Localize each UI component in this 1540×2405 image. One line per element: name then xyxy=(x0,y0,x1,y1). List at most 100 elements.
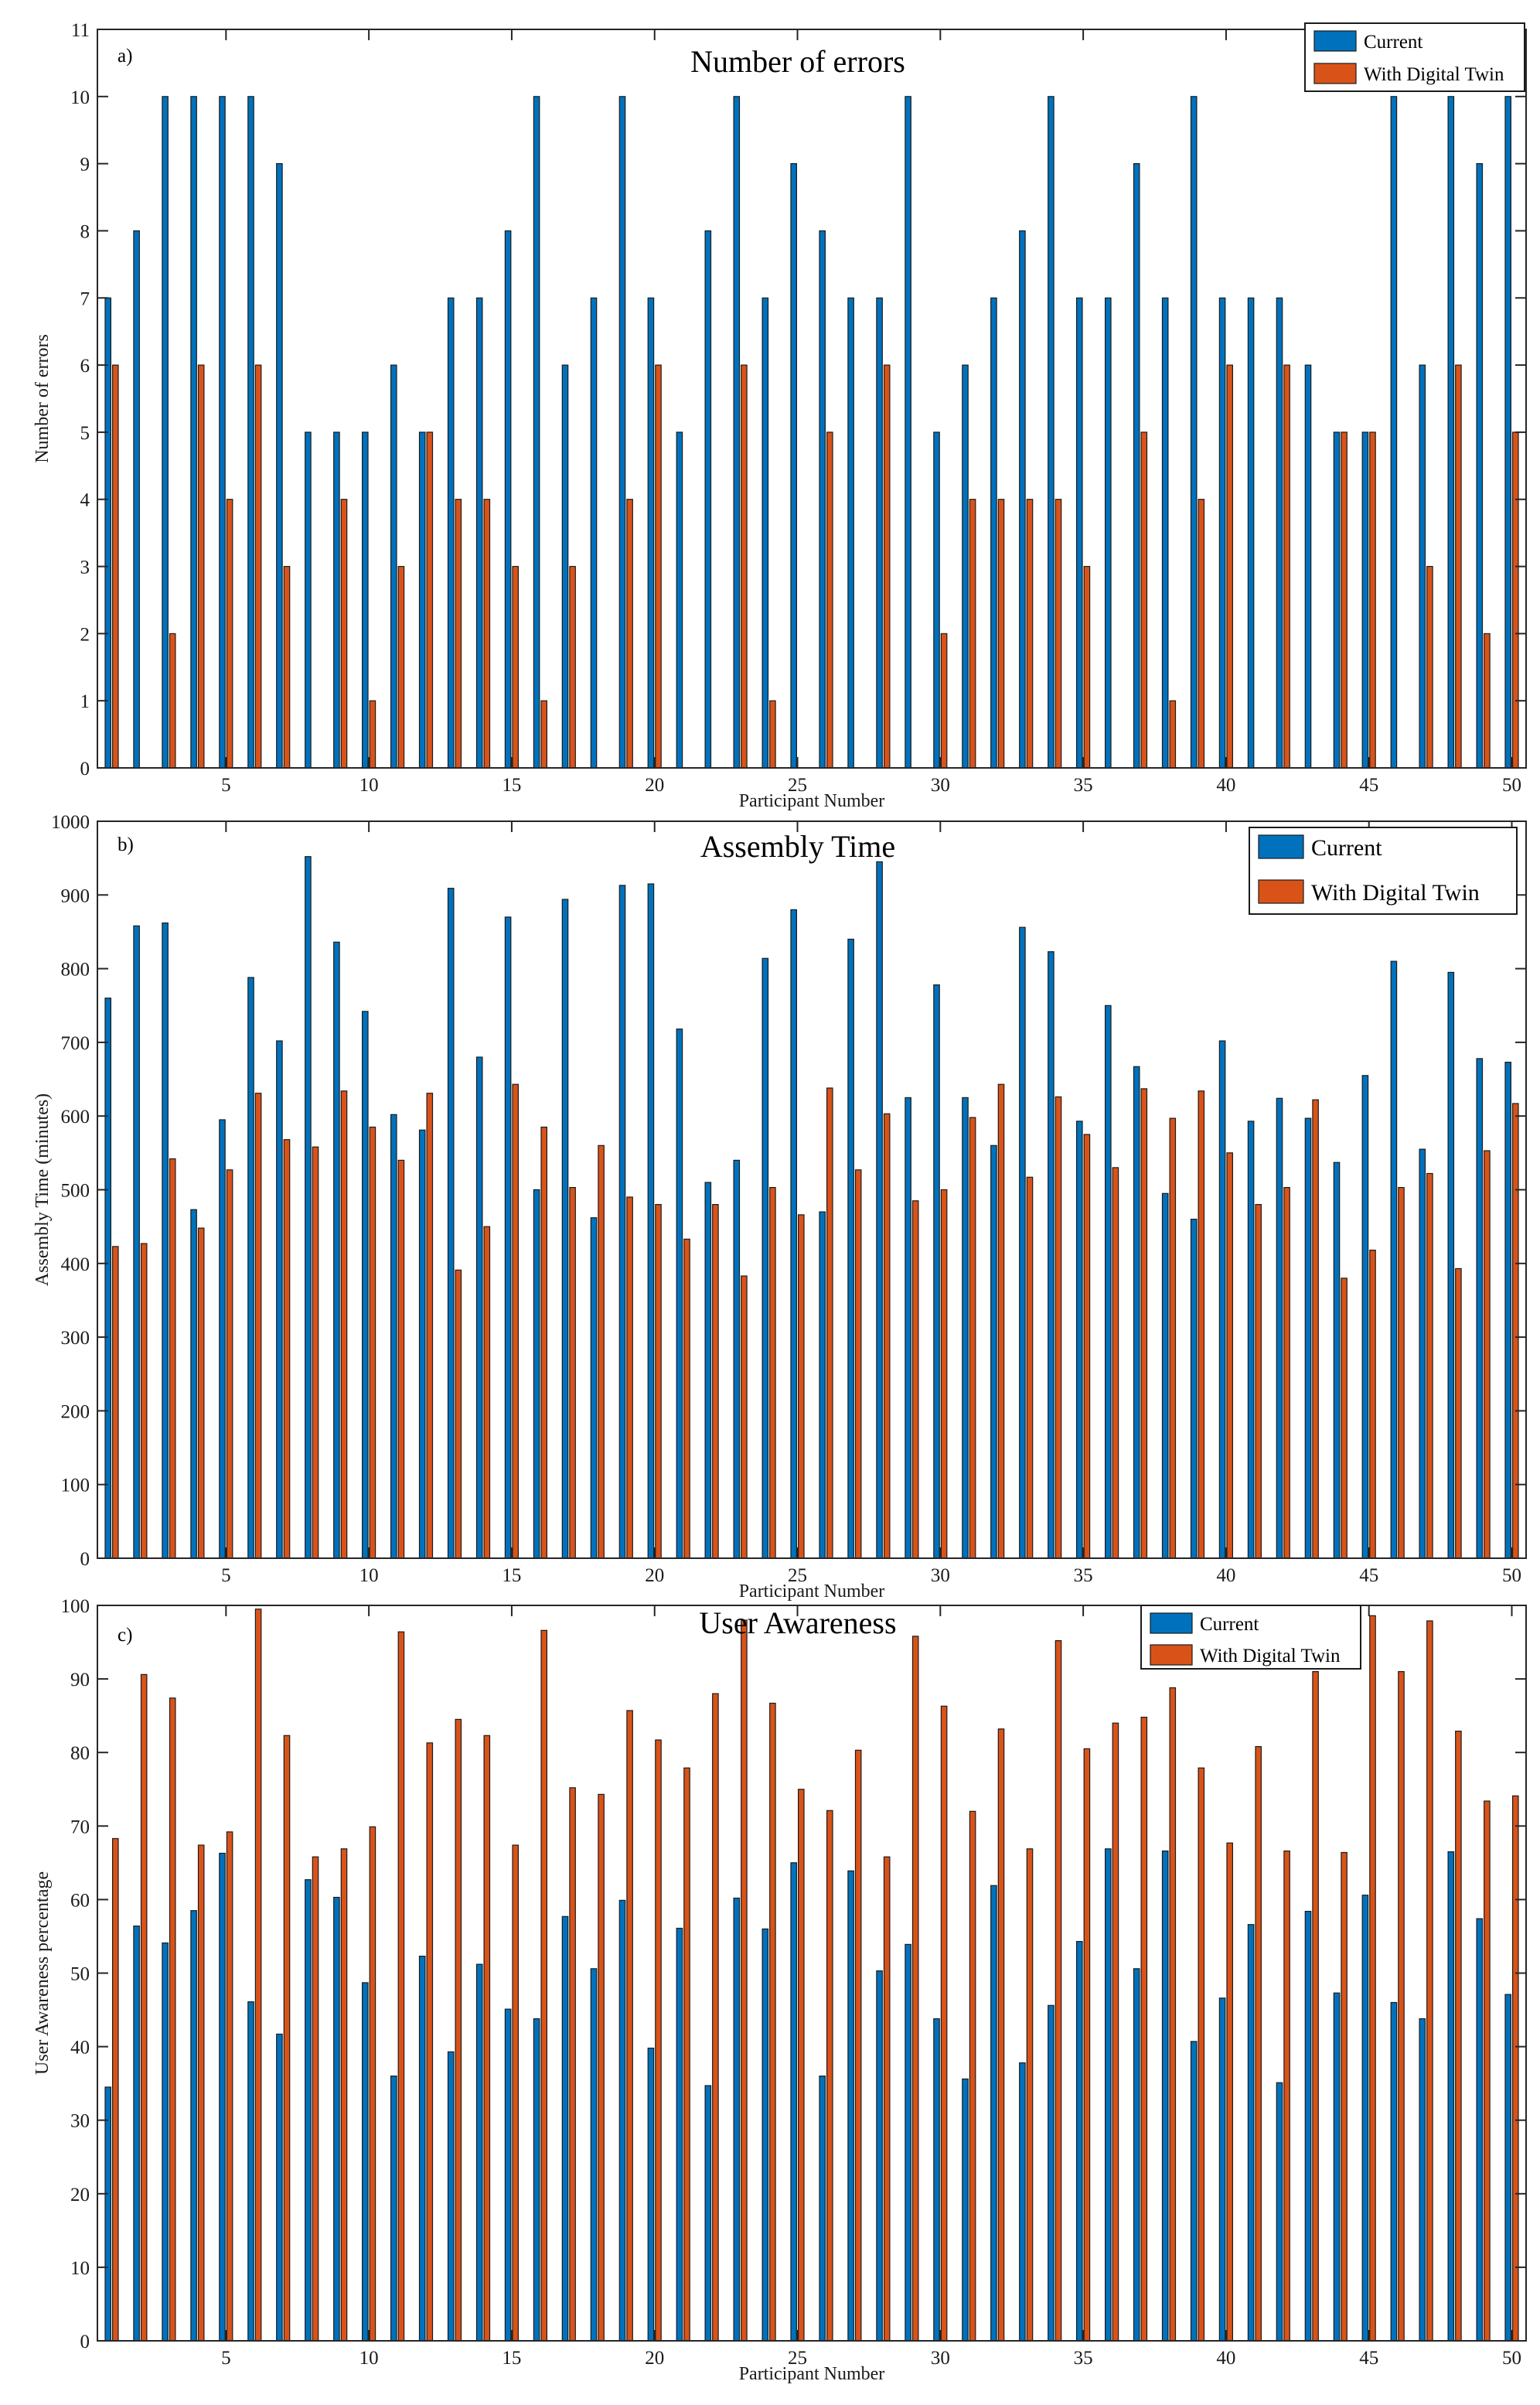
bar-digital-twin-30 xyxy=(940,633,948,769)
y-tick-label: 2 xyxy=(80,624,90,645)
bar-current-29 xyxy=(905,96,911,769)
bar-current-37 xyxy=(1133,163,1140,769)
bar-digital-twin-6 xyxy=(254,364,262,769)
bar-digital-twin-10 xyxy=(369,700,376,769)
bar-current-34 xyxy=(1048,951,1054,1559)
bar-digital-twin-13 xyxy=(455,1718,462,2342)
bar-current-13 xyxy=(447,2051,455,2342)
bar-digital-twin-47 xyxy=(1426,565,1433,769)
bar-current-49 xyxy=(1476,1058,1484,1559)
bar-current-15 xyxy=(504,230,512,769)
x-tick-label: 20 xyxy=(645,775,664,796)
bar-current-24 xyxy=(761,957,769,1559)
bar-digital-twin-47 xyxy=(1426,1620,1433,2342)
bar-digital-twin-36 xyxy=(1112,1722,1119,2342)
bar-digital-twin-40 xyxy=(1226,1152,1234,1559)
bar-digital-twin-2 xyxy=(140,1673,148,2342)
bar-digital-twin-24 xyxy=(769,1702,776,2342)
bar-current-19 xyxy=(618,96,626,769)
y-tick-label: 8 xyxy=(80,221,90,242)
bar-current-38 xyxy=(1161,1192,1169,1559)
bar-digital-twin-41 xyxy=(1255,1203,1262,1559)
bar-current-6 xyxy=(247,2001,254,2342)
bar-digital-twin-6 xyxy=(254,1608,262,2342)
bar-current-7 xyxy=(276,2033,283,2342)
bar-digital-twin-12 xyxy=(426,1742,434,2342)
bar-digital-twin-20 xyxy=(655,364,662,769)
bar-current-31 xyxy=(962,2078,969,2342)
bar-digital-twin-3 xyxy=(169,1158,176,1559)
bar-current-4 xyxy=(190,1910,197,2342)
bar-current-29 xyxy=(905,1097,911,1559)
bar-current-8 xyxy=(305,1879,312,2342)
bar-current-18 xyxy=(590,1968,598,2342)
bar-current-15 xyxy=(504,2008,512,2342)
bar-digital-twin-38 xyxy=(1169,1687,1177,2342)
bar-digital-twin-29 xyxy=(911,1636,919,2342)
bar-current-12 xyxy=(418,432,426,769)
bar-current-42 xyxy=(1276,1097,1283,1559)
legend: Current With Digital Twin xyxy=(1304,22,1525,92)
y-tick-label: 5 xyxy=(80,423,90,444)
bar-current-39 xyxy=(1190,96,1198,769)
bar-digital-twin-8 xyxy=(312,1856,319,2342)
bar-digital-twin-46 xyxy=(1398,1671,1405,2342)
legend-swatch-digital-twin xyxy=(1258,879,1304,904)
bar-digital-twin-18 xyxy=(598,1793,605,2342)
x-axis-label: Participant Number xyxy=(739,2364,885,2384)
x-tick-label: 15 xyxy=(502,775,521,796)
bar-digital-twin-7 xyxy=(283,1139,291,1559)
bar-current-23 xyxy=(733,1897,741,2342)
legend-label-current: Current xyxy=(1311,835,1382,861)
bar-digital-twin-42 xyxy=(1283,1851,1290,2342)
bar-current-49 xyxy=(1476,163,1484,769)
bar-digital-twin-24 xyxy=(769,1186,776,1559)
bar-current-31 xyxy=(962,364,969,769)
bar-current-1 xyxy=(104,998,112,1559)
bar-digital-twin-32 xyxy=(997,1728,1005,2342)
bar-current-47 xyxy=(1419,364,1426,769)
bar-digital-twin-9 xyxy=(340,1090,348,1559)
x-tick-label: 40 xyxy=(1216,2348,1235,2369)
y-axis-label: Assembly Time (minutes) xyxy=(32,1093,53,1286)
bar-current-2 xyxy=(133,230,140,769)
bar-digital-twin-25 xyxy=(797,1214,805,1559)
y-tick-label: 900 xyxy=(61,885,90,906)
bar-digital-twin-31 xyxy=(969,499,976,769)
bar-current-43 xyxy=(1304,364,1312,769)
bar-current-19 xyxy=(618,1899,626,2342)
x-tick-label: 50 xyxy=(1502,2348,1521,2369)
bar-digital-twin-25 xyxy=(797,1789,805,2342)
bar-digital-twin-7 xyxy=(283,565,291,769)
bar-digital-twin-35 xyxy=(1083,1748,1091,2342)
bar-current-17 xyxy=(561,1915,569,2342)
axes-box xyxy=(97,820,1527,1559)
bar-current-5 xyxy=(219,1119,226,1559)
bar-digital-twin-38 xyxy=(1169,1117,1177,1559)
bar-digital-twin-5 xyxy=(226,499,233,769)
bar-digital-twin-11 xyxy=(397,1631,405,2342)
bar-digital-twin-32 xyxy=(997,499,1005,769)
bar-digital-twin-39 xyxy=(1198,1767,1205,2342)
bar-digital-twin-12 xyxy=(426,432,434,769)
bar-digital-twin-40 xyxy=(1226,1842,1234,2342)
bar-digital-twin-28 xyxy=(883,364,891,769)
bar-digital-twin-37 xyxy=(1140,1088,1148,1559)
bar-current-50 xyxy=(1504,1061,1512,1559)
bar-current-49 xyxy=(1476,1918,1484,2342)
x-tick-label: 10 xyxy=(359,775,379,796)
bar-current-28 xyxy=(876,1970,883,2342)
x-tick-label: 15 xyxy=(502,2348,521,2369)
bar-current-40 xyxy=(1218,1997,1226,2342)
bar-current-15 xyxy=(504,916,512,1559)
bar-current-10 xyxy=(362,1011,369,1559)
bar-current-41 xyxy=(1247,1121,1255,1559)
bar-current-11 xyxy=(390,2076,397,2342)
bar-current-23 xyxy=(733,96,741,769)
bar-digital-twin-37 xyxy=(1140,1717,1148,2342)
bar-digital-twin-48 xyxy=(1455,1731,1462,2342)
y-axis-label: User Awareness percentage xyxy=(32,1871,53,2075)
bar-digital-twin-27 xyxy=(854,1749,862,2342)
bar-digital-twin-18 xyxy=(598,1145,605,1559)
bar-current-35 xyxy=(1075,297,1083,769)
